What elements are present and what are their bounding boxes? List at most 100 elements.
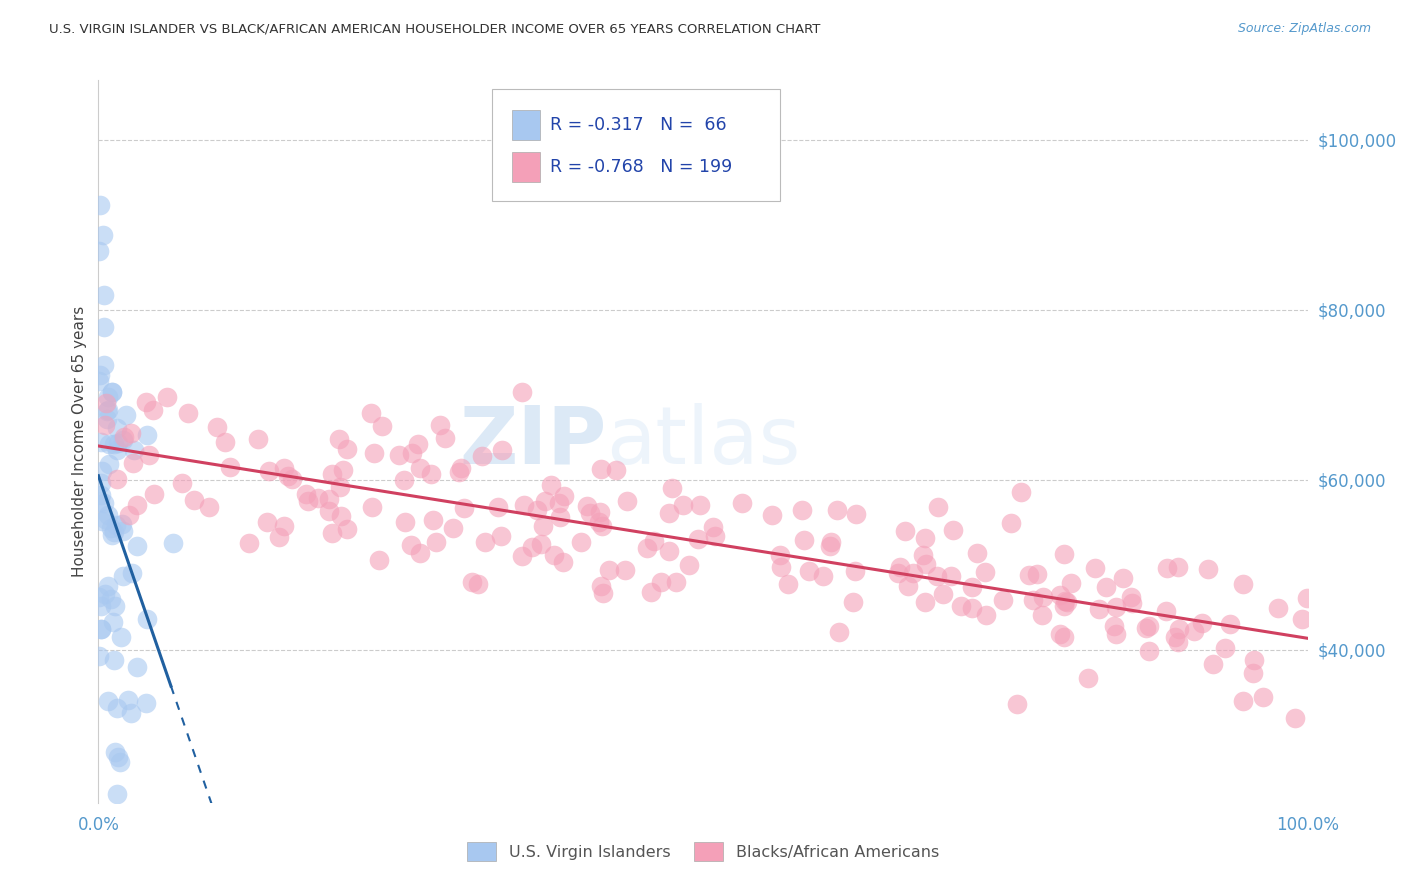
- Point: [1053, 630, 1076, 644]
- Point: [246, 433, 269, 447]
- Point: [793, 533, 815, 548]
- Point: [893, 524, 915, 539]
- Point: [1137, 619, 1160, 633]
- Point: [117, 693, 139, 707]
- Point: [1197, 562, 1219, 576]
- Point: [813, 568, 835, 582]
- Point: [103, 437, 125, 451]
- Point: [1084, 561, 1107, 575]
- Point: [689, 499, 711, 513]
- Point: [138, 448, 160, 462]
- Text: atlas: atlas: [606, 402, 800, 481]
- Point: [1105, 600, 1128, 615]
- Point: [1243, 653, 1265, 667]
- Point: [491, 443, 513, 458]
- Point: [450, 461, 472, 475]
- Point: [360, 405, 382, 419]
- Point: [661, 481, 683, 495]
- Point: [90, 475, 112, 490]
- Legend: U.S. Virgin Islanders, Blacks/African Americans: U.S. Virgin Islanders, Blacks/African Am…: [461, 836, 945, 867]
- Point: [467, 576, 489, 591]
- Point: [108, 755, 131, 769]
- Point: [1291, 612, 1313, 626]
- Point: [887, 566, 910, 581]
- Point: [332, 463, 354, 477]
- Point: [512, 385, 534, 400]
- Point: [425, 535, 447, 549]
- Point: [950, 599, 973, 613]
- Point: [121, 566, 143, 581]
- Point: [1053, 547, 1076, 561]
- Point: [335, 442, 357, 456]
- Point: [267, 530, 290, 544]
- Point: [87, 590, 110, 604]
- Point: [548, 496, 571, 510]
- Point: [135, 612, 157, 626]
- Point: [575, 499, 598, 513]
- Point: [273, 461, 295, 475]
- Text: U.S. VIRGIN ISLANDER VS BLACK/AFRICAN AMERICAN HOUSEHOLDER INCOME OVER 65 YEARS : U.S. VIRGIN ISLANDER VS BLACK/AFRICAN AM…: [49, 22, 821, 36]
- Point: [962, 581, 984, 595]
- Point: [120, 426, 142, 441]
- Point: [591, 579, 613, 593]
- Point: [914, 558, 936, 572]
- Point: [925, 569, 948, 583]
- Point: [142, 403, 165, 417]
- Point: [335, 522, 357, 536]
- Point: [993, 592, 1015, 607]
- Point: [571, 535, 593, 549]
- Point: [761, 508, 783, 523]
- Point: [214, 434, 236, 449]
- Point: [205, 420, 228, 434]
- Point: [1112, 571, 1135, 585]
- Point: [974, 607, 997, 622]
- Point: [461, 575, 484, 590]
- Point: [702, 520, 724, 534]
- Point: [731, 496, 754, 510]
- Point: [183, 493, 205, 508]
- Point: [118, 508, 141, 523]
- Point: [530, 537, 553, 551]
- Point: [553, 489, 575, 503]
- Text: Source: ZipAtlas.com: Source: ZipAtlas.com: [1237, 22, 1371, 36]
- Point: [90, 599, 112, 613]
- Point: [797, 564, 820, 578]
- Point: [486, 500, 509, 515]
- Point: [93, 417, 115, 432]
- Point: [703, 529, 725, 543]
- Point: [114, 408, 136, 422]
- Point: [526, 503, 548, 517]
- Point: [914, 595, 936, 609]
- Point: [100, 591, 122, 606]
- Point: [276, 468, 298, 483]
- Point: [1164, 630, 1187, 644]
- Point: [939, 568, 962, 582]
- Point: [605, 462, 627, 476]
- Point: [94, 511, 117, 525]
- Y-axis label: Householder Income Over 65 years: Householder Income Over 65 years: [72, 306, 87, 577]
- Point: [579, 506, 602, 520]
- Point: [643, 533, 665, 548]
- Point: [636, 541, 658, 555]
- Point: [107, 442, 129, 457]
- Point: [769, 548, 792, 562]
- Point: [820, 539, 842, 553]
- Point: [104, 599, 127, 613]
- Point: [321, 526, 343, 541]
- Point: [449, 466, 471, 480]
- Point: [1182, 624, 1205, 638]
- Point: [665, 574, 688, 589]
- Point: [686, 532, 709, 546]
- Point: [90, 464, 112, 478]
- Point: [96, 403, 118, 417]
- Point: [827, 624, 849, 639]
- Point: [1232, 694, 1254, 708]
- Point: [1102, 618, 1125, 632]
- Point: [125, 660, 148, 674]
- Point: [101, 528, 124, 542]
- Point: [522, 540, 544, 554]
- Point: [588, 515, 610, 529]
- Point: [135, 394, 157, 409]
- Point: [1032, 591, 1054, 605]
- Point: [409, 460, 432, 475]
